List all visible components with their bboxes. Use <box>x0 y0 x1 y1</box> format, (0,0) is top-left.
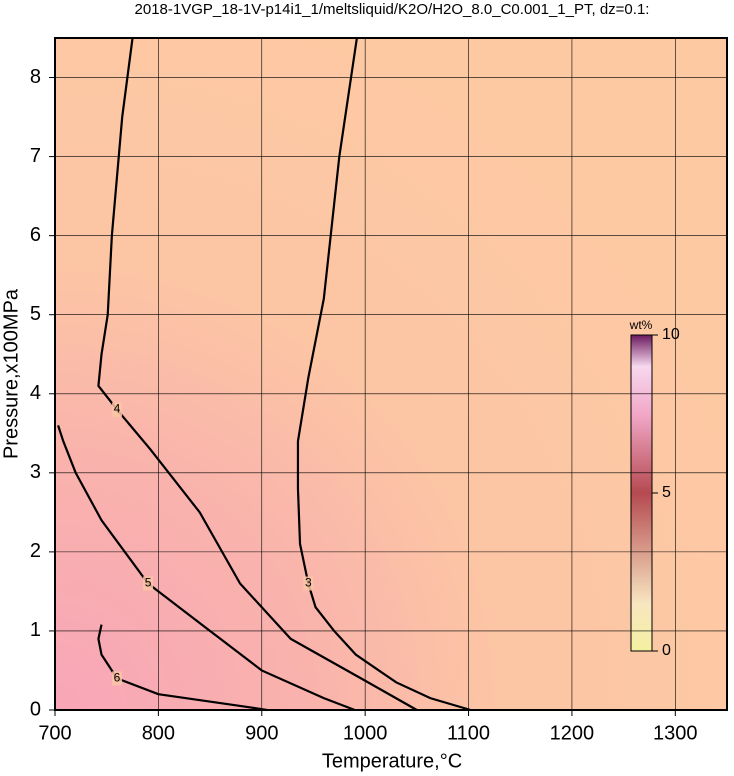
y-tick-label: 0 <box>30 698 41 720</box>
colorbar <box>630 334 653 652</box>
contour-line <box>296 37 471 712</box>
x-tick-label: 700 <box>38 722 71 744</box>
y-tick-label: 6 <box>30 224 41 246</box>
x-tick-label: 1100 <box>447 722 490 744</box>
y-tick-label: 2 <box>30 540 41 562</box>
plot-background <box>55 38 727 710</box>
contour-label-bg <box>303 576 314 591</box>
contour-label: 3 <box>305 576 312 590</box>
x-tick-label: 1300 <box>653 722 698 744</box>
contour-label-bg <box>112 402 123 417</box>
y-tick-label: 3 <box>30 461 41 483</box>
y-tick-label: 1 <box>30 619 41 641</box>
x-tick-label: 800 <box>142 722 175 744</box>
y-tick-label: 5 <box>30 303 41 325</box>
contour-label-bg <box>112 671 123 686</box>
y-tick-label: 7 <box>30 145 41 167</box>
colorbar-tick-label: 0 <box>662 642 671 659</box>
x-axis-label: Temperature,°C <box>322 750 462 772</box>
colorbar-label: wt% <box>629 318 653 332</box>
plot-frame <box>54 37 728 711</box>
chart-title: 2018-1VGP_18-1V-p14i1_1/meltsliquid/K2O/… <box>135 1 650 18</box>
contour-label: 5 <box>145 576 152 590</box>
x-tick-label: 1200 <box>550 722 595 744</box>
y-axis-label: Pressure,x100MPa <box>0 288 22 459</box>
contour-label-bg <box>143 576 154 591</box>
colorbar-tick-label: 10 <box>662 326 680 343</box>
contour-label: 6 <box>114 671 121 685</box>
x-tick-label: 900 <box>245 722 278 744</box>
x-tick-label: 1000 <box>343 722 388 744</box>
y-tick-label: 4 <box>30 382 41 404</box>
contour-label: 4 <box>114 402 121 416</box>
y-tick-label: 8 <box>30 66 41 88</box>
colorbar-tick-label: 5 <box>662 484 671 501</box>
